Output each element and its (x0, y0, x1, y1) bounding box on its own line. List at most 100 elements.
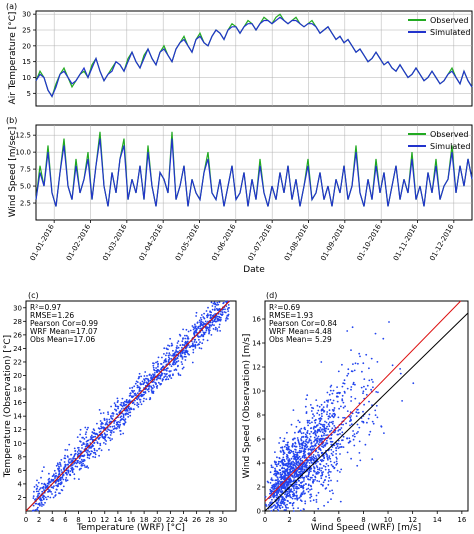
scatter-point (126, 409, 129, 412)
scatter-point (40, 476, 42, 479)
scatter-point (83, 464, 86, 467)
x-tick-label: 16 (457, 516, 466, 524)
scatter-point (295, 425, 298, 428)
scatter-point (214, 326, 217, 329)
scatter-point (280, 478, 282, 481)
scatter-point (91, 436, 94, 439)
panel-c-letter: (c) (28, 291, 39, 300)
scatter-point (89, 438, 92, 441)
scatter-point (368, 413, 371, 416)
scatter-point (134, 382, 137, 385)
scatter-point (276, 508, 279, 511)
scatter-point (306, 430, 309, 432)
panel-a-ylabel: Air Temperature [°C] (8, 12, 18, 105)
scatter-point (321, 415, 323, 418)
scatter-point (291, 504, 294, 507)
scatter-point (296, 498, 299, 501)
scatter-point (114, 404, 117, 406)
scatter-point (270, 477, 273, 479)
scatter-point (322, 465, 325, 467)
panel-b-frame (35, 124, 473, 221)
scatter-point (322, 409, 324, 412)
scatter-point (301, 447, 303, 450)
scatter-point (160, 374, 163, 377)
scatter-point (88, 447, 90, 449)
scatter-point (288, 493, 291, 496)
x-tick-label: 22 (166, 516, 175, 524)
scatter-point (114, 419, 117, 422)
scatter-point (177, 346, 180, 349)
scatter-point (80, 458, 83, 461)
scatter-point (362, 421, 365, 424)
scatter-point (294, 487, 297, 489)
scatter-point (147, 380, 150, 383)
scatter-point (217, 303, 220, 306)
scatter-point (158, 374, 161, 377)
scatter-point (315, 449, 317, 452)
scatter-point (176, 351, 179, 353)
scatter-point (88, 457, 91, 460)
scatter-point (132, 395, 135, 398)
scatter-point (295, 460, 298, 463)
scatter-point (192, 348, 195, 351)
scatter-point (41, 470, 44, 473)
scatter-point (322, 446, 325, 448)
scatter-point (62, 478, 65, 481)
scatter-point (287, 507, 289, 509)
scatter-point (185, 334, 188, 337)
x-tick-label: 14 (433, 516, 442, 524)
scatter-point (204, 320, 207, 323)
scatter-point (99, 444, 102, 447)
scatter-point (106, 430, 108, 433)
scatter-point (322, 481, 325, 484)
scatter-point (119, 416, 122, 419)
scatter-point (136, 381, 139, 383)
scatter-point (307, 487, 310, 490)
scatter-point (305, 461, 308, 464)
scatter-point (269, 488, 272, 491)
scatter-point (167, 378, 170, 381)
scatter-point (153, 373, 156, 376)
scatter-point (209, 310, 212, 313)
scatter-point (93, 441, 96, 444)
scatter-point (174, 368, 177, 371)
scatter-point (317, 435, 320, 438)
scatter-point (123, 400, 126, 403)
scatter-point (275, 482, 278, 485)
scatter-point (279, 476, 281, 479)
scatter-point (298, 455, 301, 458)
scatter-point (319, 448, 322, 451)
scatter-point (133, 389, 136, 392)
scatter-point (42, 494, 45, 497)
x-tick-label: 0 (263, 516, 267, 524)
scatter-point (297, 460, 300, 463)
scatter-point (81, 460, 84, 463)
scatter-point (152, 384, 155, 387)
scatter-point (207, 306, 209, 309)
scatter-point (349, 416, 352, 419)
x-tick-label: 12 (408, 516, 417, 524)
scatter-point (177, 372, 180, 375)
scatter-point (168, 345, 171, 347)
scatter-point (277, 509, 280, 512)
scatter-point (312, 455, 314, 458)
scatter-point (303, 469, 306, 472)
y-tick-label: 26 (13, 331, 22, 339)
scatter-point (339, 446, 341, 449)
scatter-point (67, 456, 69, 458)
scatter-point (314, 476, 317, 479)
scatter-point (47, 491, 49, 493)
scatter-point (91, 450, 93, 453)
scatter-point (279, 469, 282, 471)
scatter-point (76, 460, 79, 463)
scatter-point (309, 500, 312, 502)
scatter-point (280, 451, 282, 453)
scatter-point (37, 509, 39, 512)
scatter-point (276, 476, 279, 479)
scatter-point (310, 442, 313, 445)
scatter-point (154, 381, 157, 384)
scatter-point (144, 371, 147, 373)
scatter-point (131, 390, 134, 393)
x-tick-label: 20 (153, 516, 162, 524)
x-tick-label: 01-02-2016 (65, 223, 93, 263)
